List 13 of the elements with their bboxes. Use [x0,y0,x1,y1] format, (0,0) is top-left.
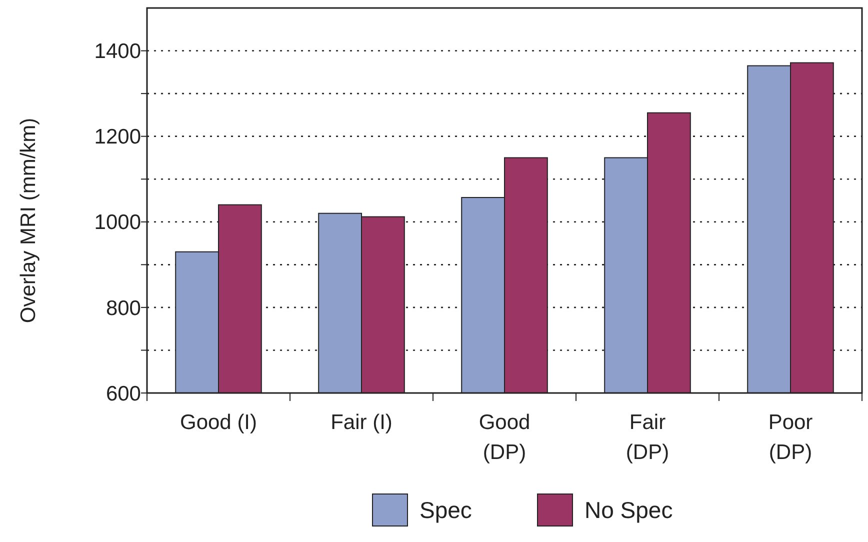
x-tick-label: Fair (I) [330,411,392,434]
y-tick-label: 1400 [94,40,141,64]
x-tick-label: Poor (DP) [768,411,813,464]
x-tick-label: Good (I) [180,411,258,434]
y-axis-title: Overlay MRI (mm/km) [17,118,40,324]
legend-label: Spec [420,497,472,524]
legend-label: No Spec [584,497,673,524]
y-tick-label: 600 [106,382,141,406]
x-tick-label: Good (DP) [478,411,530,464]
x-tick-label: Fair (DP) [626,411,670,464]
y-tick-label: 1200 [94,126,141,149]
y-tick-label: 800 [106,296,141,320]
y-tick-label: 1000 [94,211,141,234]
